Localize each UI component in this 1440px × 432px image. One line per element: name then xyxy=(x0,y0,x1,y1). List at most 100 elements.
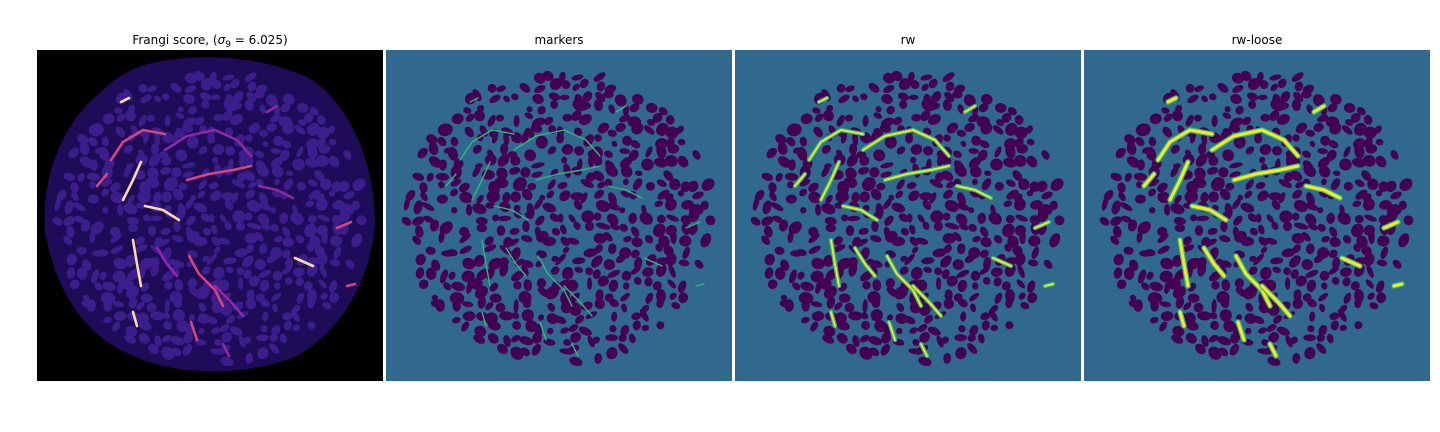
texture-blob xyxy=(603,259,615,271)
texture-blob xyxy=(1342,235,1352,244)
texture-blob xyxy=(1121,215,1132,223)
texture-blob xyxy=(217,237,231,245)
texture-blob xyxy=(461,321,470,332)
texture-blob xyxy=(307,214,317,224)
texture-blob xyxy=(547,327,554,335)
texture-blob xyxy=(542,70,554,82)
texture-blob xyxy=(1006,189,1019,200)
texture-blob xyxy=(977,212,987,224)
texture-blob xyxy=(656,144,667,159)
texture-blob xyxy=(1172,325,1185,337)
texture-blob xyxy=(1148,136,1157,147)
texture-blob xyxy=(862,299,868,314)
texture-blob xyxy=(243,336,251,344)
texture-blob xyxy=(1003,200,1013,208)
texture-blob xyxy=(1145,146,1157,161)
texture-blob xyxy=(643,125,655,135)
texture-blob xyxy=(1276,326,1290,336)
texture-blob xyxy=(573,127,583,137)
vessel-segment xyxy=(535,165,601,181)
frangi-retina-region xyxy=(44,57,375,372)
texture-blob xyxy=(677,190,685,197)
texture-blob xyxy=(580,192,588,204)
texture-blob xyxy=(581,301,593,311)
texture-blob xyxy=(846,215,861,222)
texture-blob xyxy=(920,110,931,122)
texture-blob xyxy=(473,334,486,344)
texture-blob xyxy=(910,156,917,164)
texture-blob xyxy=(524,112,534,119)
texture-blob xyxy=(1036,180,1048,193)
texture-blob xyxy=(942,156,952,167)
texture-blob xyxy=(845,85,855,92)
texture-blob xyxy=(511,270,525,282)
texture-blob xyxy=(258,129,268,137)
texture-blob xyxy=(980,226,989,238)
texture-blob xyxy=(82,294,90,301)
texture-blob xyxy=(944,222,960,230)
texture-blob xyxy=(123,144,133,154)
rw-loose-vessel-segments xyxy=(1141,95,1405,359)
texture-blob xyxy=(173,220,181,232)
texture-blob xyxy=(1195,343,1206,355)
texture-blob xyxy=(338,180,350,193)
texture-blob xyxy=(486,190,500,203)
texture-blob xyxy=(90,221,104,235)
texture-blob xyxy=(928,78,938,89)
texture-blob xyxy=(327,125,335,134)
texture-blob xyxy=(800,281,814,292)
texture-blob xyxy=(631,122,644,135)
texture-blob xyxy=(956,129,966,137)
texture-blob xyxy=(497,215,512,222)
texture-blob xyxy=(140,282,150,292)
frangi-title-sub: 9 xyxy=(225,40,231,50)
texture-blob xyxy=(787,231,794,243)
texture-blob xyxy=(558,71,566,83)
texture-blob xyxy=(666,214,679,222)
texture-blob xyxy=(859,334,870,343)
texture-blob xyxy=(244,212,253,221)
texture-blob xyxy=(772,215,783,223)
texture-blob xyxy=(451,113,464,125)
texture-blob xyxy=(103,316,112,324)
texture-blob xyxy=(535,215,545,226)
texture-blob xyxy=(942,99,952,111)
texture-blob xyxy=(664,154,678,167)
texture-blob xyxy=(126,217,139,226)
texture-blob xyxy=(210,224,218,235)
texture-blob xyxy=(905,132,913,144)
texture-blob xyxy=(800,113,813,125)
texture-blob xyxy=(1129,294,1137,301)
texture-blob xyxy=(522,298,532,309)
texture-blob xyxy=(611,140,618,147)
texture-blob xyxy=(595,222,611,230)
texture-blob xyxy=(607,243,617,255)
texture-blob xyxy=(801,299,811,312)
texture-blob xyxy=(1248,100,1257,109)
vessel-segment xyxy=(109,128,167,162)
texture-blob xyxy=(870,309,883,322)
texture-blob xyxy=(259,104,267,114)
texture-blob xyxy=(1148,207,1156,214)
texture-blob xyxy=(464,126,475,138)
texture-blob xyxy=(910,144,923,155)
texture-blob xyxy=(1365,144,1378,154)
texture-blob xyxy=(619,148,630,155)
texture-blob xyxy=(1369,302,1379,310)
texture-blob xyxy=(236,267,245,276)
texture-blob xyxy=(547,146,557,155)
texture-blob xyxy=(656,321,665,330)
texture-blob xyxy=(1282,221,1293,232)
texture-blob xyxy=(682,246,691,260)
texture-blob xyxy=(610,223,620,231)
texture-blob xyxy=(465,204,473,216)
texture-blob xyxy=(1110,216,1123,226)
texture-blob xyxy=(770,202,784,212)
vessel-segment xyxy=(571,343,579,357)
texture-blob xyxy=(499,311,514,321)
texture-blob xyxy=(175,149,188,162)
texture-blob xyxy=(641,158,654,171)
texture-blob xyxy=(1246,92,1259,101)
texture-blob xyxy=(1135,123,1151,137)
texture-blob xyxy=(620,165,633,178)
